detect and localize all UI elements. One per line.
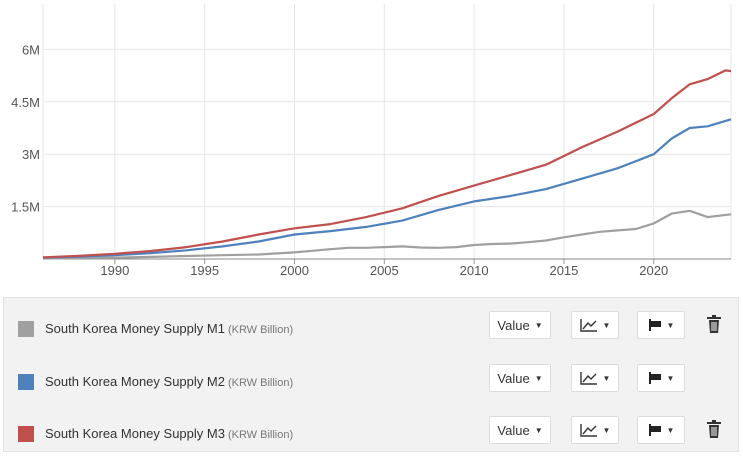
chart-type-dropdown[interactable]: ▼ — [571, 364, 619, 392]
x-axis-ticks: 1990 1995 2000 2005 2010 2015 2020 — [100, 263, 668, 278]
axis-dropdown[interactable]: ▼ — [637, 364, 685, 392]
x-tick-label: 2020 — [639, 263, 668, 278]
series-unit: (KRW Billion) — [227, 324, 294, 336]
axis-dropdown[interactable]: ▼ — [637, 416, 685, 444]
caret-down-icon: ▼ — [534, 373, 543, 383]
y-tick-label: 6M — [22, 42, 40, 57]
series-line — [42, 118, 732, 259]
line-chart-icon — [579, 372, 597, 385]
series-color-swatch[interactable] — [18, 374, 34, 390]
flag-icon — [648, 319, 661, 331]
legend-row-m3: South Korea Money Supply M3 (KRW Billion)… — [4, 413, 738, 453]
chart-grid — [42, 4, 732, 264]
series-unit: (KRW Billion) — [227, 377, 294, 389]
y-tick-label: 4.5M — [11, 95, 40, 110]
x-tick-label: 2000 — [280, 263, 309, 278]
line-chart: 1.5M 3M 4.5M 6M 1990 1995 2000 2005 2010 2015 202… — [11, 4, 732, 278]
line-chart-icon — [579, 319, 597, 332]
caret-down-icon: ▼ — [602, 320, 611, 330]
value-dropdown[interactable]: Value ▼ — [489, 416, 551, 444]
line-chart-icon — [579, 424, 597, 437]
trash-icon[interactable] — [706, 419, 722, 439]
caret-down-icon: ▼ — [666, 425, 675, 435]
flag-icon — [648, 372, 661, 384]
series-line — [42, 209, 732, 260]
chart-series — [42, 69, 732, 260]
caret-down-icon: ▼ — [534, 320, 543, 330]
axis-dropdown[interactable]: ▼ — [637, 311, 685, 339]
x-tick-label: 2005 — [370, 263, 399, 278]
caret-down-icon: ▼ — [666, 373, 675, 383]
series-name: South Korea Money Supply M2 — [45, 374, 225, 389]
y-tick-label: 3M — [22, 147, 40, 162]
series-unit: (KRW Billion) — [227, 429, 294, 441]
value-dropdown[interactable]: Value ▼ — [489, 364, 551, 392]
x-tick-label: 1990 — [100, 263, 129, 278]
chart-type-dropdown[interactable]: ▼ — [571, 311, 619, 339]
caret-down-icon: ▼ — [666, 320, 675, 330]
series-color-swatch[interactable] — [18, 321, 34, 337]
caret-down-icon: ▼ — [602, 373, 611, 383]
caret-down-icon: ▼ — [602, 425, 611, 435]
series-name: South Korea Money Supply M3 — [45, 426, 225, 441]
x-tick-label: 2015 — [549, 263, 578, 278]
series-line — [42, 69, 732, 259]
y-tick-label: 1.5M — [11, 200, 40, 215]
flag-icon — [648, 424, 661, 436]
y-axis-ticks: 1.5M 3M 4.5M 6M — [11, 42, 40, 214]
legend-row-m2: South Korea Money Supply M2 (KRW Billion)… — [4, 361, 738, 401]
series-panel: South Korea Money Supply M1 (KRW Billion)… — [3, 297, 739, 452]
trash-icon[interactable] — [706, 314, 722, 334]
legend-row-m1: South Korea Money Supply M1 (KRW Billion)… — [4, 308, 738, 348]
caret-down-icon: ▼ — [534, 425, 543, 435]
x-tick-label: 2010 — [460, 263, 489, 278]
x-tick-label: 1995 — [190, 263, 219, 278]
series-color-swatch[interactable] — [18, 426, 34, 442]
series-name: South Korea Money Supply M1 — [45, 321, 225, 336]
chart-type-dropdown[interactable]: ▼ — [571, 416, 619, 444]
value-dropdown[interactable]: Value ▼ — [489, 311, 551, 339]
